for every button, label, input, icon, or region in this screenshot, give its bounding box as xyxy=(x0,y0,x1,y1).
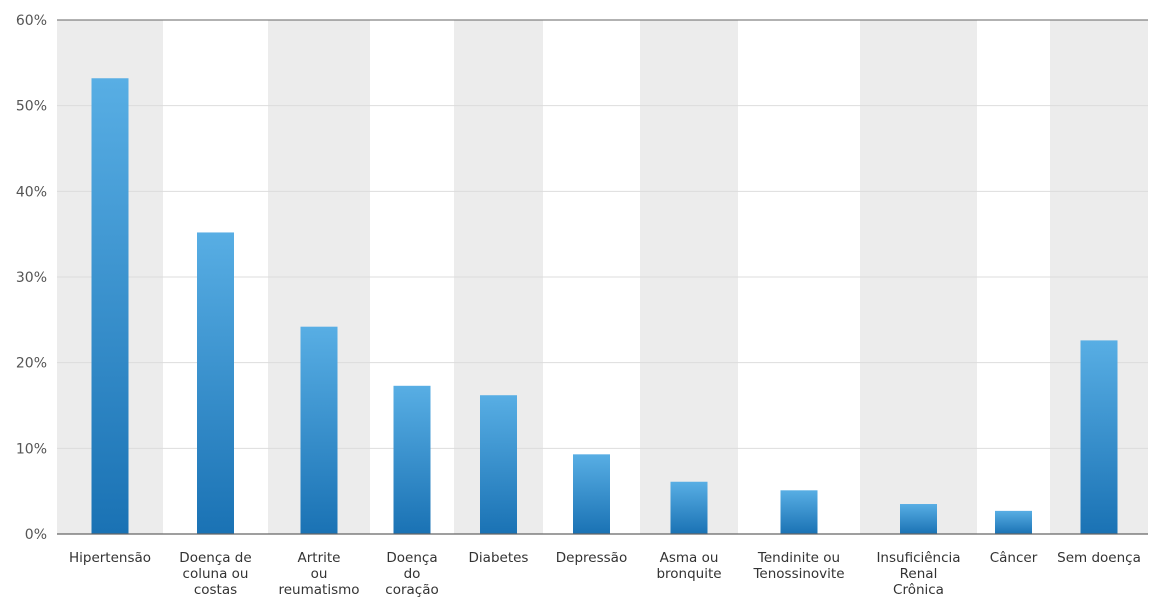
y-tick-label: 0% xyxy=(25,527,47,543)
bar xyxy=(300,326,338,534)
bar xyxy=(480,395,517,534)
bar xyxy=(670,481,708,534)
gridlines xyxy=(57,19,1148,449)
y-tick-label: 40% xyxy=(16,184,47,200)
y-tick-label: 20% xyxy=(16,356,47,372)
x-tick-label: Diabetes xyxy=(469,550,529,566)
bar xyxy=(197,232,234,534)
bar xyxy=(995,510,1032,534)
x-tick-label: Insuficiência Renal Crônica xyxy=(876,550,960,598)
x-tick-label: Asma ou bronquite xyxy=(656,550,721,582)
y-tick-label: 10% xyxy=(16,441,47,457)
bar xyxy=(91,78,129,535)
x-tick-label: Sem doença xyxy=(1057,550,1141,566)
x-tick-label: Depressão xyxy=(556,550,627,566)
y-tick-label: 30% xyxy=(16,270,47,286)
x-tick-label: Doença de coluna ou costas xyxy=(179,550,251,598)
x-tick-label: Artrite ou reumatismo xyxy=(278,550,359,598)
bar xyxy=(573,454,610,534)
x-tick-label: Hipertensão xyxy=(69,550,151,566)
bar xyxy=(393,385,431,534)
y-axis-tick-labels: 0% 10% 20% 30% 40% 50% 60% xyxy=(16,13,47,543)
x-tick-label: Doença do coração xyxy=(385,550,438,598)
x-axis-tick-labels: Hipertensão Doença de coluna ou costas Artri… xyxy=(69,550,1141,598)
x-tick-label: Câncer xyxy=(990,550,1038,566)
bar xyxy=(900,504,937,534)
bars xyxy=(91,78,1118,535)
x-tick-label: Tendinite ou Tenossinovite xyxy=(752,550,844,582)
bar xyxy=(1080,340,1118,534)
y-tick-label: 50% xyxy=(16,99,47,115)
y-tick-label: 60% xyxy=(16,13,47,29)
bar xyxy=(780,490,818,534)
